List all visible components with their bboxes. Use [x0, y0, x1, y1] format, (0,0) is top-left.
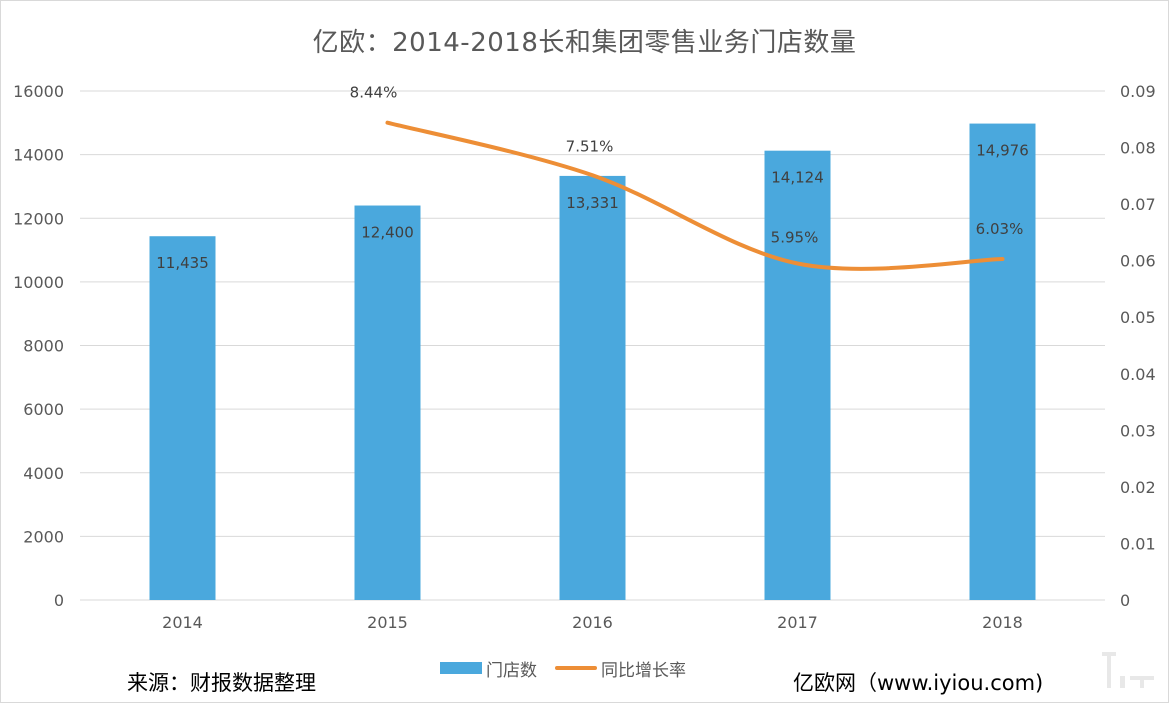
x-tick-label: 2015	[367, 613, 408, 632]
legend-label-stores: 门店数	[486, 660, 537, 681]
y-left-tick-label: 6000	[23, 400, 64, 419]
growth-line	[385, 120, 1005, 271]
bar	[764, 150, 831, 601]
bar-data-label: 14,124	[771, 169, 824, 187]
bar	[149, 236, 216, 600]
bar-data-label: 12,400	[361, 224, 414, 242]
legend-swatch-bar	[440, 662, 482, 674]
x-tick-label: 2017	[777, 613, 818, 632]
site-note: 亿欧网（www.iyiou.com)	[793, 671, 1044, 695]
line-data-label: 7.51%	[566, 137, 614, 155]
bar	[969, 123, 1036, 601]
y-right-tick-label: 0.08	[1120, 139, 1156, 158]
line-data-label: 8.44%	[350, 84, 398, 102]
y-right-tick-label: 0.01	[1120, 534, 1156, 553]
y-right-tick-label: 0.04	[1120, 365, 1156, 384]
x-tick-label: 2014	[162, 613, 203, 632]
line-data-label: 5.95%	[771, 228, 819, 246]
y-right-tick-label: 0.06	[1120, 252, 1156, 271]
source-note: 来源：财报数据整理	[127, 671, 316, 695]
bar-data-label: 11,435	[156, 254, 209, 272]
y-right-tick-label: 0.09	[1120, 82, 1156, 101]
y-left-tick-label: 12000	[13, 209, 64, 228]
legend-label-growth: 同比增长率	[601, 660, 686, 681]
bar	[559, 175, 626, 600]
y-right-tick-label: 0.02	[1120, 478, 1156, 497]
y-right-tick-label: 0.05	[1120, 308, 1156, 327]
x-tick-label: 2018	[982, 613, 1023, 632]
bar-series	[149, 123, 1036, 601]
y-left-tick-label: 0	[54, 591, 64, 610]
data-labels: 11,435 12,400 13,331 14,124 14,976 8.44% 7.51%…	[156, 84, 1029, 273]
y-left-tick-label: 4000	[23, 464, 64, 483]
bar	[354, 205, 421, 600]
legend-item-stores: 门店数	[440, 656, 537, 681]
chart-title: 亿欧：2014-2018长和集团零售业务门店数量	[312, 28, 857, 58]
y-left-tick-label: 10000	[13, 273, 64, 292]
x-tick-label: 2016	[572, 613, 613, 632]
yiou-logo-watermark-icon	[1102, 652, 1154, 688]
y-right-tick-label: 0.07	[1120, 195, 1156, 214]
y-left-tick-label: 8000	[23, 337, 64, 356]
y-right-tick-label: 0.03	[1120, 421, 1156, 440]
y-left-tick-label: 16000	[13, 82, 64, 101]
y-left-tick-label: 14000	[13, 146, 64, 165]
line-series	[385, 120, 1005, 271]
legend-item-growth: 同比增长率	[555, 656, 686, 681]
bar-data-label: 14,976	[976, 142, 1029, 160]
line-data-label: 6.03%	[976, 220, 1024, 238]
y-left-tick-label: 2000	[23, 527, 64, 546]
legend: 门店数 同比增长率	[440, 656, 704, 681]
axes: 0 2000 4000 6000 8000 10000 12000 14000 16000 0 0.…	[13, 82, 1156, 632]
y-right-tick-label: 0	[1120, 591, 1130, 610]
legend-swatch-line	[555, 666, 597, 670]
bar-data-label: 13,331	[566, 194, 619, 212]
